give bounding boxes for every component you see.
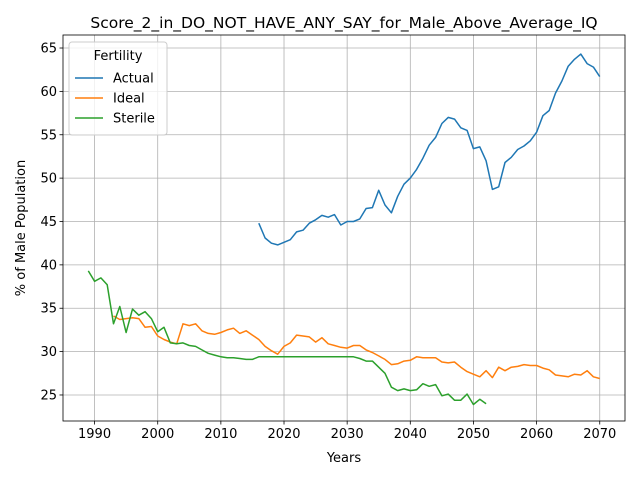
legend-box (68, 41, 168, 136)
series-line-ideal (113, 315, 600, 380)
legend-label-sterile: Sterile (113, 112, 155, 127)
gridlines (63, 35, 625, 421)
y-axis-label: % of Male Population (14, 160, 29, 296)
y-axis-ticks: 25 30 35 40 45 50 55 60 65 (40, 42, 63, 403)
x-axis-label: Years (326, 451, 362, 466)
y-tick-label: 50 (40, 172, 57, 187)
y-tick-label: 30 (40, 345, 57, 360)
x-axis-ticks: 1990 2000 2010 2020 2030 2040 2050 2060 2070 (78, 421, 616, 442)
legend: Fertility Actual Ideal Sterile (68, 41, 168, 136)
chart-title: Score_2_in_DO_NOT_HAVE_ANY_SAY_for_Male_… (90, 14, 597, 33)
y-tick-label: 40 (40, 258, 57, 273)
x-tick-label: 2030 (331, 427, 364, 442)
y-tick-label: 35 (40, 302, 57, 317)
series-lines (87, 53, 601, 406)
x-tick-label: 2070 (583, 427, 616, 442)
x-tick-label: 2000 (141, 427, 174, 442)
y-tick-label: 45 (40, 215, 57, 230)
x-tick-label: 1990 (78, 427, 111, 442)
y-tick-label: 25 (40, 388, 57, 403)
x-tick-label: 2060 (520, 427, 553, 442)
legend-label-actual: Actual (113, 72, 154, 87)
x-tick-label: 2020 (267, 427, 300, 442)
series-line-sterile (87, 270, 487, 406)
plot-frame (62, 34, 626, 422)
series-line-actual (258, 53, 601, 246)
y-tick-label: 65 (40, 42, 57, 57)
y-tick-label: 55 (40, 128, 57, 143)
x-tick-label: 2050 (457, 427, 490, 442)
legend-items: Actual Ideal Sterile (75, 72, 155, 127)
legend-title: Fertility (94, 49, 143, 64)
x-tick-label: 2040 (394, 427, 427, 442)
x-tick-label: 2010 (204, 427, 237, 442)
legend-label-ideal: Ideal (113, 92, 145, 107)
y-tick-label: 60 (40, 85, 57, 100)
